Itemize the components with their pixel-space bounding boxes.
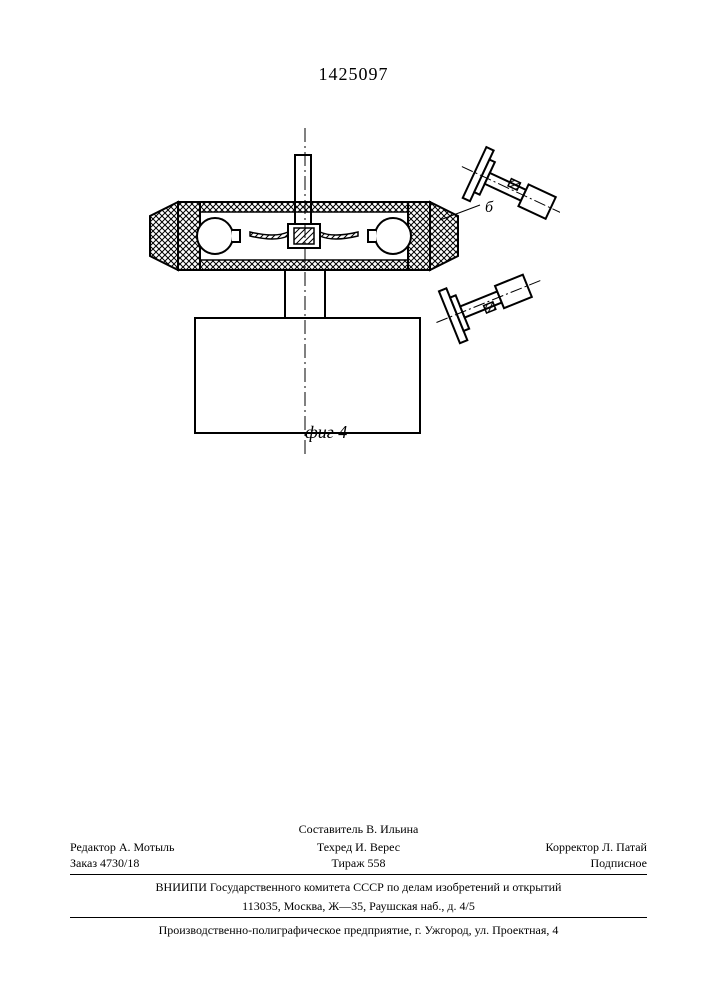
order-line: Заказ 4730/18 <box>70 855 262 871</box>
org-line2: 113035, Москва, Ж—35, Раушская наб., д. … <box>70 898 647 914</box>
subscription-line: Подписное <box>455 855 647 871</box>
footer-rule-1 <box>70 874 647 875</box>
figure-label: фиг 4 <box>305 422 347 443</box>
footer-rule-2 <box>70 917 647 918</box>
corrector-line: Корректор Л. Патай <box>455 839 647 855</box>
print-line: Производственно-полиграфическое предприя… <box>70 922 647 938</box>
compiler-line: Составитель В. Ильина <box>70 821 647 837</box>
document-number: 1425097 <box>0 64 707 85</box>
org-line1: ВНИИПИ Государственного комитета СССР по… <box>70 879 647 895</box>
tirazh-line: Тираж 558 <box>262 855 454 871</box>
imprint-footer: Составитель В. Ильина Редактор А. Мотыль… <box>70 821 647 940</box>
techred-line: Техред И. Верес <box>262 839 454 855</box>
editor-line: Редактор А. Мотыль <box>70 839 262 855</box>
technical-figure: б <box>120 120 560 460</box>
callout-label: б <box>485 199 494 216</box>
